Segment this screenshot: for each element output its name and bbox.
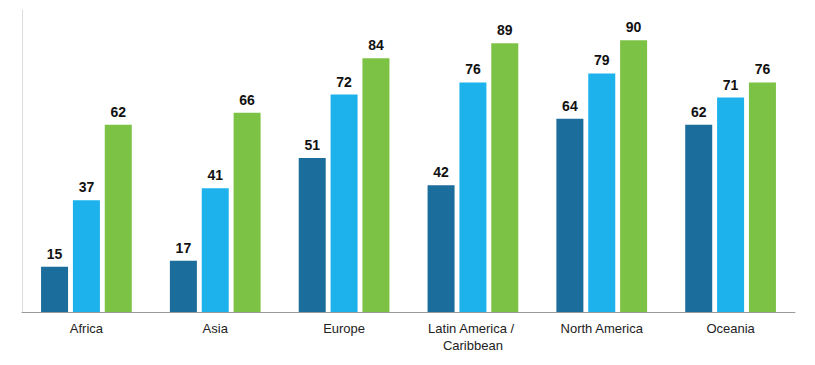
svg-text:89: 89 <box>497 22 513 38</box>
svg-text:76: 76 <box>755 61 771 77</box>
svg-text:Oceania: Oceania <box>706 321 755 336</box>
svg-text:41: 41 <box>207 167 223 183</box>
svg-text:Latin America /: Latin America / <box>428 321 518 336</box>
svg-text:90: 90 <box>626 19 642 35</box>
svg-text:North America: North America <box>561 321 644 336</box>
svg-text:71: 71 <box>723 77 739 93</box>
svg-text:79: 79 <box>594 52 610 68</box>
svg-text:62: 62 <box>691 104 707 120</box>
svg-text:64: 64 <box>562 98 578 114</box>
svg-text:72: 72 <box>336 74 352 90</box>
svg-text:Caribbean: Caribbean <box>443 338 503 353</box>
svg-text:37: 37 <box>79 179 95 195</box>
svg-text:Asia: Asia <box>203 321 229 336</box>
svg-text:Africa: Africa <box>70 321 104 336</box>
svg-text:84: 84 <box>368 37 384 53</box>
svg-text:66: 66 <box>239 92 255 108</box>
svg-text:62: 62 <box>110 104 126 120</box>
svg-text:Europe: Europe <box>323 321 365 336</box>
svg-text:15: 15 <box>47 246 63 262</box>
svg-text:42: 42 <box>433 164 449 180</box>
svg-text:76: 76 <box>465 61 481 77</box>
svg-text:51: 51 <box>304 137 320 153</box>
svg-text:17: 17 <box>176 240 192 256</box>
